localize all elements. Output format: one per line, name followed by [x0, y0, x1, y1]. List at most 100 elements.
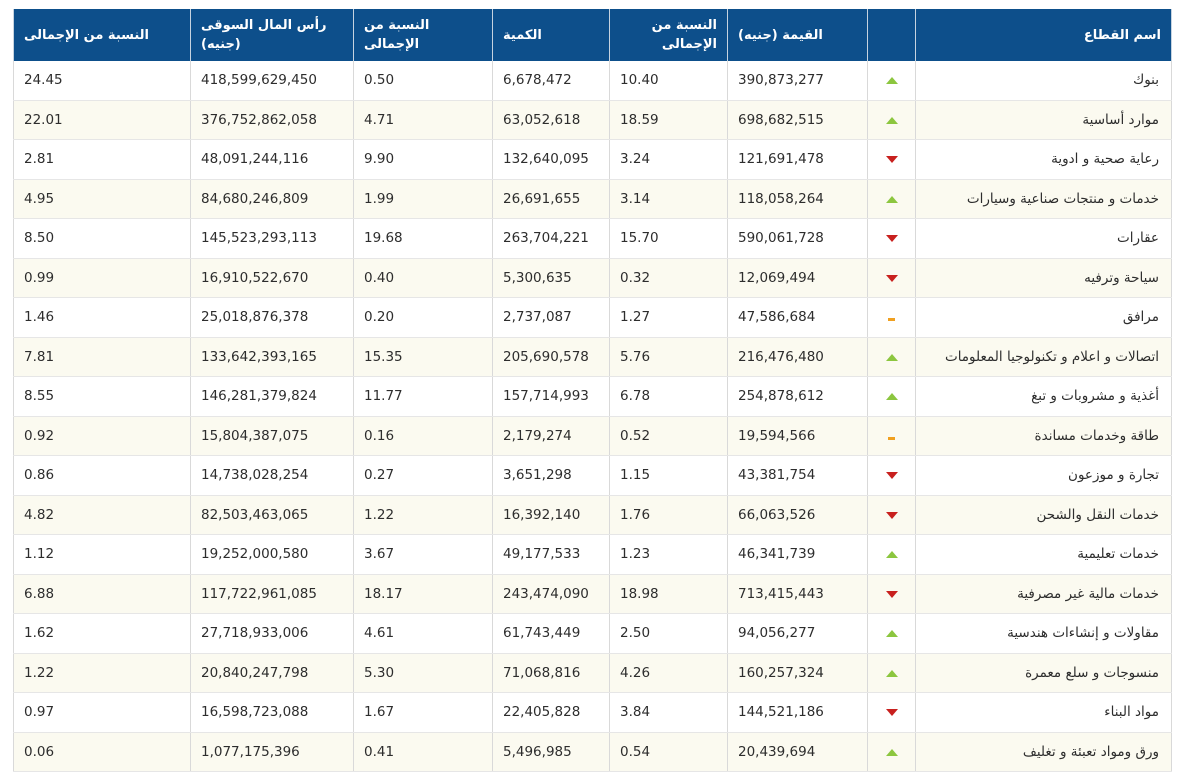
trend-down-icon: [885, 274, 898, 282]
table-body: بنوك 390,873,277 10.40 6,678,472 0.50 418,599…: [13, 61, 1172, 772]
market-cap-pct-cell: 2.81: [13, 139, 191, 180]
table-row[interactable]: خدمات مالية غير مصرفية 713,415,443 18.98 24…: [13, 574, 1172, 614]
quantity-pct-cell: 5.30: [353, 653, 493, 693]
market-cap-cell: 16,910,522,670: [190, 258, 354, 298]
market-cap-cell: 19,252,000,580: [190, 534, 354, 575]
market-cap-cell: 145,523,293,113: [190, 218, 354, 259]
market-cap-cell: 48,091,244,116: [190, 139, 354, 180]
trend-cell: [867, 376, 916, 417]
table-row[interactable]: أغذية و مشروبات و تبغ 254,878,612 6.78 157,…: [13, 376, 1172, 417]
market-cap-pct-cell: 24.45: [13, 61, 191, 101]
sector-name-cell: اتصالات و اعلام و تكنولوجيا المعلومات: [915, 337, 1172, 377]
market-cap-pct-cell: 7.81: [13, 337, 191, 377]
table-row[interactable]: موارد أساسية 698,682,515 18.59 63,052,618 4.…: [13, 100, 1172, 140]
table-row[interactable]: مرافق 47,586,684 1.27 2,737,087 0.20 25,018,8…: [13, 297, 1172, 338]
value-pct-cell: 0.54: [609, 732, 728, 772]
table-row[interactable]: بنوك 390,873,277 10.40 6,678,472 0.50 418,599…: [13, 61, 1172, 101]
trend-flat-icon: [888, 318, 895, 322]
quantity-cell: 22,405,828: [492, 692, 610, 733]
header-market-cap[interactable]: رأس المال السوقى (جنيه): [190, 9, 354, 61]
quantity-pct-cell: 19.68: [353, 218, 493, 259]
table-row[interactable]: تجارة و موزعون 43,381,754 1.15 3,651,298 0.2…: [13, 455, 1172, 496]
value-cell: 144,521,186: [727, 692, 868, 733]
trend-down-icon: [885, 709, 898, 717]
value-cell: 390,873,277: [727, 61, 868, 101]
sector-name-cell: خدمات مالية غير مصرفية: [915, 574, 1172, 614]
value-pct-cell: 1.27: [609, 297, 728, 338]
header-quantity[interactable]: الكمية: [492, 9, 610, 61]
trend-cell: [867, 574, 916, 614]
value-cell: 160,257,324: [727, 653, 868, 693]
header-sector[interactable]: اسم القطاع: [915, 9, 1172, 61]
quantity-pct-cell: 4.61: [353, 613, 493, 654]
sector-name-cell: منسوجات و سلع معمرة: [915, 653, 1172, 693]
trend-down-icon: [885, 156, 898, 164]
market-cap-pct-cell: 22.01: [13, 100, 191, 140]
quantity-pct-cell: 0.27: [353, 455, 493, 496]
market-cap-pct-cell: 1.22: [13, 653, 191, 693]
value-cell: 66,063,526: [727, 495, 868, 535]
trend-up-icon: [885, 116, 898, 124]
trend-up-icon: [885, 669, 898, 677]
trend-up-icon: [885, 353, 898, 361]
market-cap-pct-cell: 4.82: [13, 495, 191, 535]
quantity-cell: 71,068,816: [492, 653, 610, 693]
sector-name-cell: مواد البناء: [915, 692, 1172, 733]
value-cell: 118,058,264: [727, 179, 868, 219]
market-cap-cell: 146,281,379,824: [190, 376, 354, 417]
market-cap-cell: 27,718,933,006: [190, 613, 354, 654]
table-header: اسم القطاع القيمة (جنيه) النسبة من الإجم…: [13, 9, 1172, 61]
value-pct-cell: 3.24: [609, 139, 728, 180]
trend-up-icon: [885, 748, 898, 756]
header-quantity-pct[interactable]: النسبة من الإجمالى: [353, 9, 493, 61]
header-market-cap-pct[interactable]: النسبة من الإجمالى: [13, 9, 191, 61]
quantity-pct-cell: 9.90: [353, 139, 493, 180]
table-row[interactable]: ورق ومواد تعبئة و تغليف 20,439,694 0.54 5,4…: [13, 732, 1172, 772]
market-cap-pct-cell: 1.12: [13, 534, 191, 575]
quantity-cell: 26,691,655: [492, 179, 610, 219]
value-cell: 12,069,494: [727, 258, 868, 298]
value-cell: 698,682,515: [727, 100, 868, 140]
market-cap-pct-cell: 0.06: [13, 732, 191, 772]
trend-cell: [867, 653, 916, 693]
header-value-pct[interactable]: النسبة من الإجمالى: [609, 9, 728, 61]
table-row[interactable]: منسوجات و سلع معمرة 160,257,324 4.26 71,068…: [13, 653, 1172, 693]
value-pct-cell: 0.52: [609, 416, 728, 456]
sector-name-cell: طاقة وخدمات مساندة: [915, 416, 1172, 456]
market-cap-pct-cell: 1.46: [13, 297, 191, 338]
market-cap-cell: 14,738,028,254: [190, 455, 354, 496]
quantity-pct-cell: 1.99: [353, 179, 493, 219]
header-value[interactable]: القيمة (جنيه): [727, 9, 868, 61]
market-cap-pct-cell: 8.55: [13, 376, 191, 417]
table-row[interactable]: خدمات النقل والشحن 66,063,526 1.76 16,392,1…: [13, 495, 1172, 535]
table-row[interactable]: مواد البناء 144,521,186 3.84 22,405,828 1.67…: [13, 692, 1172, 733]
market-cap-cell: 20,840,247,798: [190, 653, 354, 693]
market-cap-cell: 25,018,876,378: [190, 297, 354, 338]
sector-name-cell: بنوك: [915, 61, 1172, 101]
quantity-cell: 3,651,298: [492, 455, 610, 496]
trend-up-icon: [885, 630, 898, 638]
trend-cell: [867, 337, 916, 377]
market-cap-cell: 133,642,393,165: [190, 337, 354, 377]
table-row[interactable]: خدمات و منتجات صناعية وسيارات 118,058,264…: [13, 179, 1172, 219]
trend-down-icon: [885, 235, 898, 243]
table-row[interactable]: اتصالات و اعلام و تكنولوجيا المعلومات 216…: [13, 337, 1172, 377]
table-row[interactable]: عقارات 590,061,728 15.70 263,704,221 19.68 14…: [13, 218, 1172, 259]
sector-name-cell: خدمات تعليمية: [915, 534, 1172, 575]
sector-table: اسم القطاع القيمة (جنيه) النسبة من الإجم…: [13, 9, 1172, 772]
market-cap-pct-cell: 4.95: [13, 179, 191, 219]
market-cap-cell: 117,722,961,085: [190, 574, 354, 614]
table-row[interactable]: خدمات تعليمية 46,341,739 1.23 49,177,533 3.6…: [13, 534, 1172, 575]
quantity-cell: 6,678,472: [492, 61, 610, 101]
trend-cell: [867, 495, 916, 535]
table-row[interactable]: رعاية صحية و ادوية 121,691,478 3.24 132,640…: [13, 139, 1172, 180]
table-row[interactable]: سياحة وترفيه 12,069,494 0.32 5,300,635 0.40 1…: [13, 258, 1172, 298]
quantity-cell: 49,177,533: [492, 534, 610, 575]
quantity-pct-cell: 0.50: [353, 61, 493, 101]
value-pct-cell: 5.76: [609, 337, 728, 377]
trend-cell: [867, 218, 916, 259]
table-row[interactable]: مقاولات و إنشاءات هندسية 94,056,277 2.50 61…: [13, 613, 1172, 654]
value-cell: 46,341,739: [727, 534, 868, 575]
quantity-cell: 2,737,087: [492, 297, 610, 338]
table-row[interactable]: طاقة وخدمات مساندة 19,594,566 0.52 2,179,27…: [13, 416, 1172, 456]
